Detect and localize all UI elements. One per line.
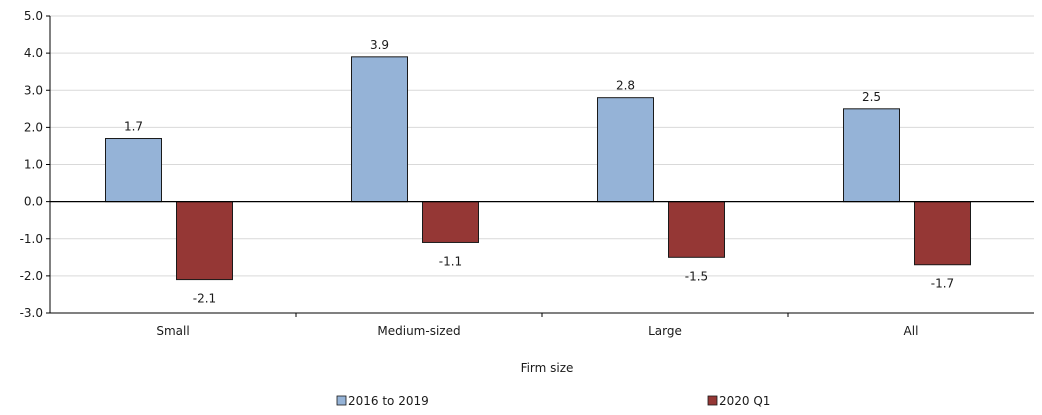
legend-label: 2020 Q1 [719,394,770,408]
data-label: 2.5 [862,90,881,104]
bars [105,56,971,281]
bar-2020-q1 [422,201,479,243]
legend-swatch [336,395,347,406]
bar-2016-to-2019 [351,56,408,203]
y-tick-label: -2.0 [20,269,43,283]
y-tick-label: 4.0 [24,46,43,60]
x-axis-title: Firm size [521,361,574,375]
y-tick-label: -1.0 [20,232,43,246]
bar-2016-to-2019 [597,97,654,203]
legend-label: 2016 to 2019 [348,394,429,408]
data-label: -1.5 [685,269,708,283]
data-label: -1.7 [931,277,954,291]
x-tick-label: Large [648,324,682,338]
bar-2020-q1 [914,201,971,266]
y-tick-label: 3.0 [24,83,43,97]
legend-swatch [707,395,718,406]
y-tick-label: 1.0 [24,158,43,172]
data-label: 3.9 [370,38,389,52]
y-tick-label: 0.0 [24,195,43,209]
y-tick-label: 5.0 [24,9,43,23]
axes [46,15,1034,317]
x-tick-label: All [904,324,919,338]
x-tick-label: Small [156,324,189,338]
data-label: 1.7 [124,120,143,134]
y-tick-label: 2.0 [24,120,43,134]
data-label: 2.8 [616,79,635,93]
data-labels: 1.7 -2.1 3.9 -1.1 2.8 -1.5 2.5 -1.7 [124,38,954,306]
bar-2016-to-2019 [105,138,162,203]
data-label: -1.1 [439,254,462,268]
bar-2020-q1 [176,201,233,281]
legend: 2016 to 2019 2020 Q1 [336,394,770,408]
y-tick-label: -3.0 [20,306,43,320]
bar-2020-q1 [668,201,725,258]
data-label: -2.1 [193,292,216,306]
tick-labels: 5.0 4.0 3.0 2.0 1.0 0.0 -1.0 -2.0 -3.0 Small Mediu… [20,9,919,338]
bar-2016-to-2019 [843,108,900,203]
x-tick-label: Medium-sized [377,324,460,338]
